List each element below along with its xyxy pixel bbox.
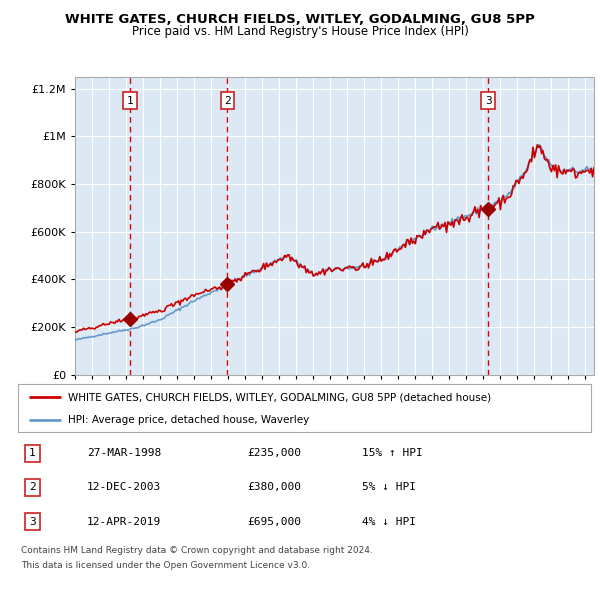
Text: £235,000: £235,000 [247, 448, 301, 458]
Text: Contains HM Land Registry data © Crown copyright and database right 2024.: Contains HM Land Registry data © Crown c… [21, 546, 373, 555]
Text: 5% ↓ HPI: 5% ↓ HPI [362, 483, 416, 493]
Text: £380,000: £380,000 [247, 483, 301, 493]
Text: HPI: Average price, detached house, Waverley: HPI: Average price, detached house, Wave… [68, 415, 310, 425]
Text: WHITE GATES, CHURCH FIELDS, WITLEY, GODALMING, GU8 5PP: WHITE GATES, CHURCH FIELDS, WITLEY, GODA… [65, 13, 535, 26]
Text: 1: 1 [29, 448, 36, 458]
Text: £695,000: £695,000 [247, 517, 301, 526]
Text: 27-MAR-1998: 27-MAR-1998 [87, 448, 161, 458]
Text: 15% ↑ HPI: 15% ↑ HPI [362, 448, 422, 458]
Text: Price paid vs. HM Land Registry's House Price Index (HPI): Price paid vs. HM Land Registry's House … [131, 25, 469, 38]
Text: 4% ↓ HPI: 4% ↓ HPI [362, 517, 416, 526]
Text: WHITE GATES, CHURCH FIELDS, WITLEY, GODALMING, GU8 5PP (detached house): WHITE GATES, CHURCH FIELDS, WITLEY, GODA… [68, 392, 491, 402]
Text: 3: 3 [29, 517, 36, 526]
Text: 12-DEC-2003: 12-DEC-2003 [87, 483, 161, 493]
Text: 2: 2 [224, 96, 230, 106]
Text: This data is licensed under the Open Government Licence v3.0.: This data is licensed under the Open Gov… [21, 560, 310, 569]
Text: 3: 3 [485, 96, 491, 106]
Text: 12-APR-2019: 12-APR-2019 [87, 517, 161, 526]
Text: 1: 1 [127, 96, 133, 106]
Text: 2: 2 [29, 483, 36, 493]
